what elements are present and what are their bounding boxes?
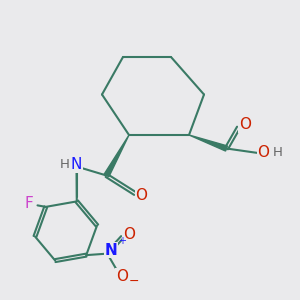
Polygon shape <box>189 135 227 151</box>
Text: O: O <box>239 117 251 132</box>
Text: +: + <box>118 236 126 246</box>
Text: F: F <box>25 196 34 211</box>
Text: H: H <box>60 158 69 171</box>
Text: H: H <box>273 146 282 159</box>
Text: O: O <box>136 188 148 202</box>
Text: O: O <box>116 268 128 284</box>
Text: O: O <box>123 226 135 242</box>
Text: N: N <box>104 242 117 257</box>
Text: N: N <box>71 157 82 172</box>
Polygon shape <box>104 135 129 177</box>
Text: −: − <box>129 275 140 288</box>
Text: O: O <box>257 145 269 160</box>
